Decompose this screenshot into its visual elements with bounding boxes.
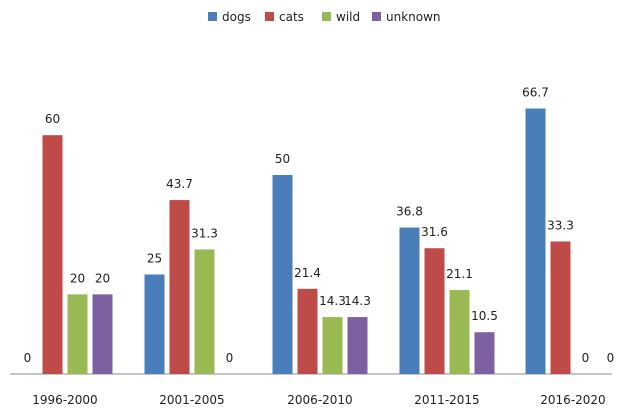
bar-wild-2011-2015 [449, 290, 470, 374]
bar-cats-2001-2005 [169, 200, 190, 374]
legend-swatch-wild [322, 12, 331, 21]
category-label-1996-2000: 1996-2000 [32, 393, 97, 407]
value-label-cats-1996-2000: 60 [45, 112, 60, 126]
bar-wild-1996-2000 [67, 294, 88, 374]
category-label-2006-2010: 2006-2010 [287, 393, 352, 407]
bar-cats-2011-2015 [424, 248, 445, 374]
legend-swatch-dogs [208, 12, 217, 21]
value-label-unknown-2016-2020: 0 [607, 351, 615, 365]
value-label-unknown-2001-2005: 0 [226, 351, 234, 365]
bar-wild-2006-2010 [322, 317, 343, 374]
bar-dogs-2001-2005 [144, 274, 165, 374]
value-label-dogs-1996-2000: 0 [24, 351, 32, 365]
legend-label-dogs: dogs [222, 10, 251, 24]
value-label-dogs-2006-2010: 50 [275, 152, 290, 166]
bar-cats-1996-2000 [42, 135, 63, 374]
legend-label-unknown: unknown [386, 10, 441, 24]
value-label-wild-2001-2005: 31.3 [191, 226, 218, 240]
value-label-wild-1996-2000: 20 [70, 271, 85, 285]
bar-unknown-2006-2010 [347, 317, 368, 374]
value-label-cats-2001-2005: 43.7 [166, 177, 193, 191]
value-label-unknown-2006-2010: 14.3 [344, 294, 371, 308]
category-label-2016-2020: 2016-2020 [540, 393, 605, 407]
bar-dogs-2006-2010 [272, 175, 293, 374]
value-label-unknown-2011-2015: 10.5 [471, 309, 498, 323]
bars [42, 108, 571, 374]
value-label-unknown-1996-2000: 20 [95, 271, 110, 285]
legend-swatch-unknown [372, 12, 381, 21]
legend-label-wild: wild [336, 10, 360, 24]
bar-cats-2006-2010 [297, 288, 318, 374]
value-label-cats-2011-2015: 31.6 [421, 225, 448, 239]
legend: dogs cats wild unknown [208, 10, 441, 24]
bar-unknown-1996-2000 [92, 294, 113, 374]
bar-unknown-2011-2015 [474, 332, 495, 374]
value-label-dogs-2016-2020: 66.7 [522, 86, 549, 100]
bar-cats-2016-2020 [550, 241, 571, 374]
value-label-dogs-2001-2005: 25 [147, 252, 162, 266]
value-label-wild-2006-2010: 14.3 [319, 294, 346, 308]
bar-dogs-2011-2015 [399, 227, 420, 374]
legend-swatch-cats [265, 12, 274, 21]
category-label-2001-2005: 2001-2005 [159, 393, 224, 407]
value-label-wild-2016-2020: 0 [582, 351, 590, 365]
category-labels: 1996-2000 2001-2005 2006-2010 2011-2015 2016… [32, 393, 605, 407]
value-label-cats-2006-2010: 21.4 [294, 266, 321, 280]
bar-dogs-2016-2020 [525, 108, 546, 374]
bar-wild-2001-2005 [194, 249, 215, 374]
value-labels: 0 60 20 20 25 43.7 31.3 0 50 21.4 14.314.3 36.8 31.6… [24, 86, 615, 365]
value-label-wild-2011-2015: 21.1 [446, 267, 473, 281]
legend-label-cats: cats [279, 10, 304, 24]
value-label-dogs-2011-2015: 36.8 [396, 205, 423, 219]
category-label-2011-2015: 2011-2015 [414, 393, 479, 407]
value-label-cats-2016-2020: 33.3 [547, 218, 574, 232]
